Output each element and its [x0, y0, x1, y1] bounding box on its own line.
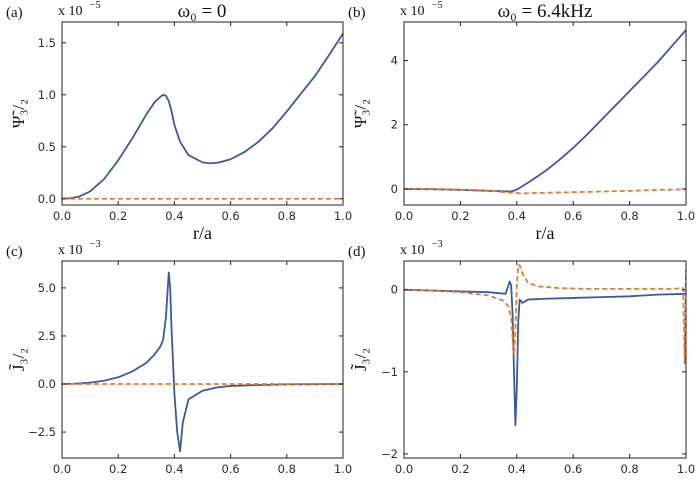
x-tick-label: 0.8	[278, 462, 296, 476]
axes-frame	[61, 21, 344, 206]
y-tick-label: 1.0	[38, 88, 56, 102]
x-tick-label: 0.4	[165, 462, 183, 476]
panel-title: ω₀ = 0	[178, 1, 227, 22]
panel-a: 0.0 0.2 0.4 0.6 0.8 1.0 0.0 0.5 1.0 1.5 (a) x 10 −5 ω…	[6, 0, 352, 243]
x-tick-label: 0.8	[620, 209, 638, 223]
y-axis-label: Ψ̃₃/₂	[351, 99, 370, 128]
y-tick-label: 2	[391, 118, 398, 132]
x-axis-label: r/a	[193, 476, 212, 480]
scale-factor-exponent: −5	[90, 0, 101, 11]
panel-b: 0.0 0.2 0.4 0.6 0.8 1.0 0 2 4 (b) x 10 −5 ω₀ = 6.4kH…	[348, 0, 695, 243]
dashed-series-line	[404, 188, 686, 195]
x-tick-label: 0.6	[221, 462, 239, 476]
x-tick-label: 0.2	[109, 209, 127, 223]
x-tick-label: 0.6	[221, 209, 239, 223]
x-tick-label: 0.4	[508, 209, 526, 223]
axes-frame	[61, 260, 344, 459]
x-tick-label: 1.0	[334, 209, 352, 223]
x-tick-label: 0.0	[53, 209, 71, 223]
x-axis-label: r/a	[536, 476, 555, 480]
scale-factor-label: x 10	[58, 243, 83, 258]
dashed-series-line	[404, 264, 686, 365]
scale-factor-exponent: −3	[90, 239, 101, 250]
panel-c: 0.0 0.2 0.4 0.6 0.8 1.0 −2.5 0.0 2.5 5.0 (c) x 10 −3…	[6, 239, 352, 480]
axes-frame	[403, 21, 687, 206]
x-tick-label: 0.6	[564, 209, 582, 223]
x-tick-label: 1.0	[677, 462, 695, 476]
y-tick-label: 4	[391, 54, 398, 68]
y-tick-label: −1	[381, 365, 398, 379]
y-axis-label: J̃₃/₂	[351, 348, 370, 371]
x-tick-label: 1.0	[677, 209, 695, 223]
x-tick-label: 0.2	[451, 462, 469, 476]
scale-factor-exponent: −5	[432, 0, 443, 11]
panel-d: 0.0 0.2 0.4 0.6 0.8 1.0 −2 −1 0 (d) x 10 −3 r/a J̃₃/₂	[348, 239, 695, 480]
solid-series-line	[404, 280, 686, 427]
scale-factor-exponent: −3	[432, 239, 443, 250]
panel-label: (b)	[348, 5, 366, 21]
panel-label: (c)	[6, 244, 23, 260]
y-tick-label: −2.5	[28, 425, 56, 439]
y-tick-label: 0.0	[38, 192, 56, 206]
y-tick-label: 0	[391, 182, 398, 196]
x-tick-label: 0.2	[451, 209, 469, 223]
x-tick-label: 1.0	[334, 462, 352, 476]
x-tick-label: 0.8	[620, 462, 638, 476]
x-tick-label: 0.0	[395, 209, 413, 223]
scale-factor-label: x 10	[400, 4, 425, 19]
scale-factor-label: x 10	[400, 243, 425, 258]
x-tick-label: 0.0	[53, 462, 71, 476]
y-axis-label: Ψ̃₃/₂	[9, 99, 28, 128]
x-axis-label: r/a	[193, 223, 212, 243]
y-tick-label: 0.0	[38, 377, 56, 391]
scale-factor-label: x 10	[58, 4, 83, 19]
solid-series-line	[404, 29, 686, 193]
y-axis-label: J̃₃/₂	[9, 348, 28, 371]
y-tick-label: 2.5	[38, 329, 56, 343]
solid-series-line	[62, 32, 343, 200]
x-tick-label: 0.4	[165, 209, 183, 223]
y-tick-label: 0.5	[38, 140, 56, 154]
x-tick-label: 0.0	[395, 462, 413, 476]
panel-title: ω₀ = 6.4kHz	[498, 1, 593, 22]
y-tick-label: 1.5	[38, 36, 56, 50]
solid-series-line	[62, 271, 343, 453]
y-tick-label: 5.0	[38, 281, 56, 295]
panel-label: (d)	[348, 244, 366, 260]
y-tick-label: −2	[381, 447, 398, 461]
y-tick-label: 0	[391, 283, 398, 297]
x-tick-label: 0.4	[508, 462, 526, 476]
x-axis-label: r/a	[536, 223, 555, 243]
axes-frame	[403, 260, 687, 459]
x-tick-label: 0.8	[278, 209, 296, 223]
x-tick-label: 0.2	[109, 462, 127, 476]
x-tick-label: 0.6	[564, 462, 582, 476]
panel-label: (a)	[6, 5, 23, 21]
